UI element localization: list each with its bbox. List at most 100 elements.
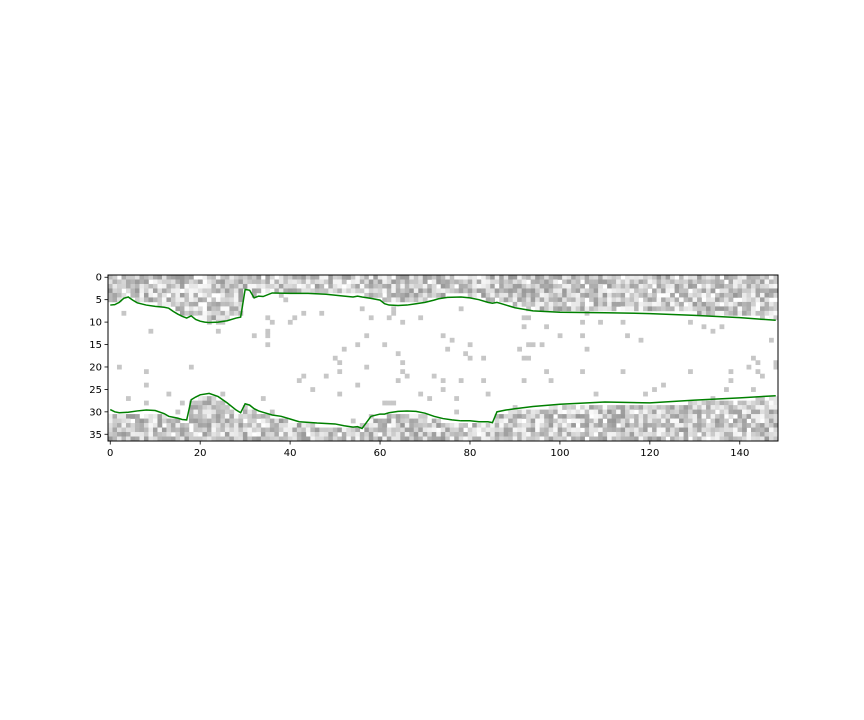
- heatmap-cell: [364, 283, 370, 289]
- heatmap-cell: [643, 306, 648, 312]
- heatmap-cell: [562, 283, 567, 289]
- heatmap-cell: [625, 283, 630, 289]
- heatmap-cell: [440, 427, 446, 433]
- heatmap-cell: [724, 275, 729, 280]
- heatmap-cell: [710, 405, 716, 410]
- heatmap-cell: [580, 297, 585, 303]
- heatmap-cell: [553, 275, 558, 280]
- heatmap-cell: [202, 283, 208, 289]
- heatmap-cell: [422, 275, 428, 280]
- heatmap-cell: [697, 405, 702, 410]
- heatmap-cell: [526, 292, 531, 298]
- heatmap-cell: [233, 279, 239, 285]
- heatmap-cell: [481, 275, 487, 280]
- heatmap-cell: [121, 427, 127, 433]
- heatmap-cell: [314, 436, 320, 441]
- heatmap-cell: [368, 283, 374, 289]
- heatmap-cell: [373, 283, 379, 289]
- heatmap-cell: [458, 306, 464, 312]
- heatmap-cell: [382, 279, 388, 285]
- y-tick-label: 25: [89, 385, 102, 396]
- heatmap-cell: [661, 306, 666, 312]
- heatmap-cell: [764, 414, 770, 419]
- heatmap-cell: [706, 292, 711, 298]
- heatmap-cell: [206, 283, 212, 289]
- heatmap-cell: [508, 427, 513, 433]
- heatmap-cell: [125, 275, 131, 280]
- heatmap-cell: [508, 418, 513, 424]
- heatmap-cell: [427, 396, 433, 401]
- heatmap-cell: [715, 427, 720, 433]
- heatmap-cell: [449, 279, 455, 285]
- heatmap-cell: [440, 292, 446, 298]
- heatmap-cell: [620, 369, 626, 375]
- heatmap-cell: [467, 355, 473, 361]
- heatmap-cell: [301, 279, 307, 285]
- heatmap-cell: [728, 306, 734, 312]
- heatmap-cell: [715, 418, 720, 424]
- heatmap-cell: [683, 283, 689, 289]
- heatmap-cell: [607, 405, 612, 410]
- heatmap-cell: [521, 378, 527, 383]
- heatmap-cell: [697, 400, 702, 406]
- heatmap-cell: [544, 324, 549, 330]
- heatmap-cell: [602, 423, 608, 428]
- heatmap-cell: [557, 432, 563, 437]
- heatmap-cell: [224, 275, 230, 280]
- heatmap-cell: [499, 292, 505, 298]
- heatmap-cell: [211, 418, 217, 424]
- heatmap-cell: [256, 283, 262, 289]
- heatmap-cell: [638, 432, 644, 437]
- heatmap-cell: [571, 275, 576, 280]
- heatmap-cell: [607, 409, 612, 415]
- heatmap-cell: [143, 382, 149, 388]
- heatmap-cell: [418, 432, 424, 437]
- heatmap-cell: [494, 414, 500, 419]
- heatmap-cell: [679, 427, 684, 433]
- heatmap-cell: [764, 436, 770, 441]
- heatmap-cell: [544, 418, 549, 424]
- heatmap-cell: [224, 283, 230, 289]
- heatmap-cell: [742, 275, 747, 280]
- heatmap-cell: [697, 275, 702, 280]
- heatmap-cell: [382, 342, 388, 348]
- heatmap-cell: [278, 275, 284, 280]
- heatmap-cell: [319, 275, 325, 280]
- heatmap-cell: [382, 427, 388, 433]
- heatmap-cell: [773, 283, 778, 289]
- heatmap-cell: [395, 292, 401, 298]
- heatmap-cell: [544, 292, 549, 298]
- heatmap-cell: [256, 275, 262, 280]
- heatmap-cell: [485, 275, 491, 280]
- heatmap-cell: [508, 423, 513, 428]
- heatmap-cell: [179, 279, 185, 285]
- heatmap-cell: [175, 432, 181, 437]
- heatmap-cell: [512, 279, 518, 285]
- heatmap-cell: [373, 288, 379, 294]
- heatmap-cell: [350, 283, 356, 289]
- heatmap-cell: [359, 275, 365, 280]
- heatmap-cell: [773, 400, 778, 406]
- heatmap-cell: [584, 279, 590, 285]
- heatmap-cell: [188, 275, 194, 280]
- heatmap-cell: [404, 275, 410, 280]
- heatmap-cell: [625, 292, 630, 298]
- heatmap-cell: [544, 279, 549, 285]
- heatmap-cell: [706, 414, 711, 419]
- heatmap-cell: [247, 423, 253, 428]
- heatmap-cell: [368, 432, 374, 437]
- heatmap-cell: [404, 427, 410, 433]
- heatmap-cell: [566, 405, 572, 410]
- heatmap-cell: [130, 432, 136, 437]
- heatmap-cell: [382, 400, 388, 406]
- heatmap-cell: [400, 279, 406, 285]
- heatmap-cell: [710, 301, 716, 307]
- heatmap-cell: [755, 414, 761, 419]
- heatmap-cell: [719, 432, 725, 437]
- heatmap-cell: [332, 355, 338, 361]
- heatmap-cell: [526, 301, 531, 307]
- heatmap-cell: [206, 436, 212, 441]
- heatmap-cell: [530, 414, 536, 419]
- heatmap-cell: [220, 283, 226, 289]
- heatmap-cell: [260, 427, 266, 433]
